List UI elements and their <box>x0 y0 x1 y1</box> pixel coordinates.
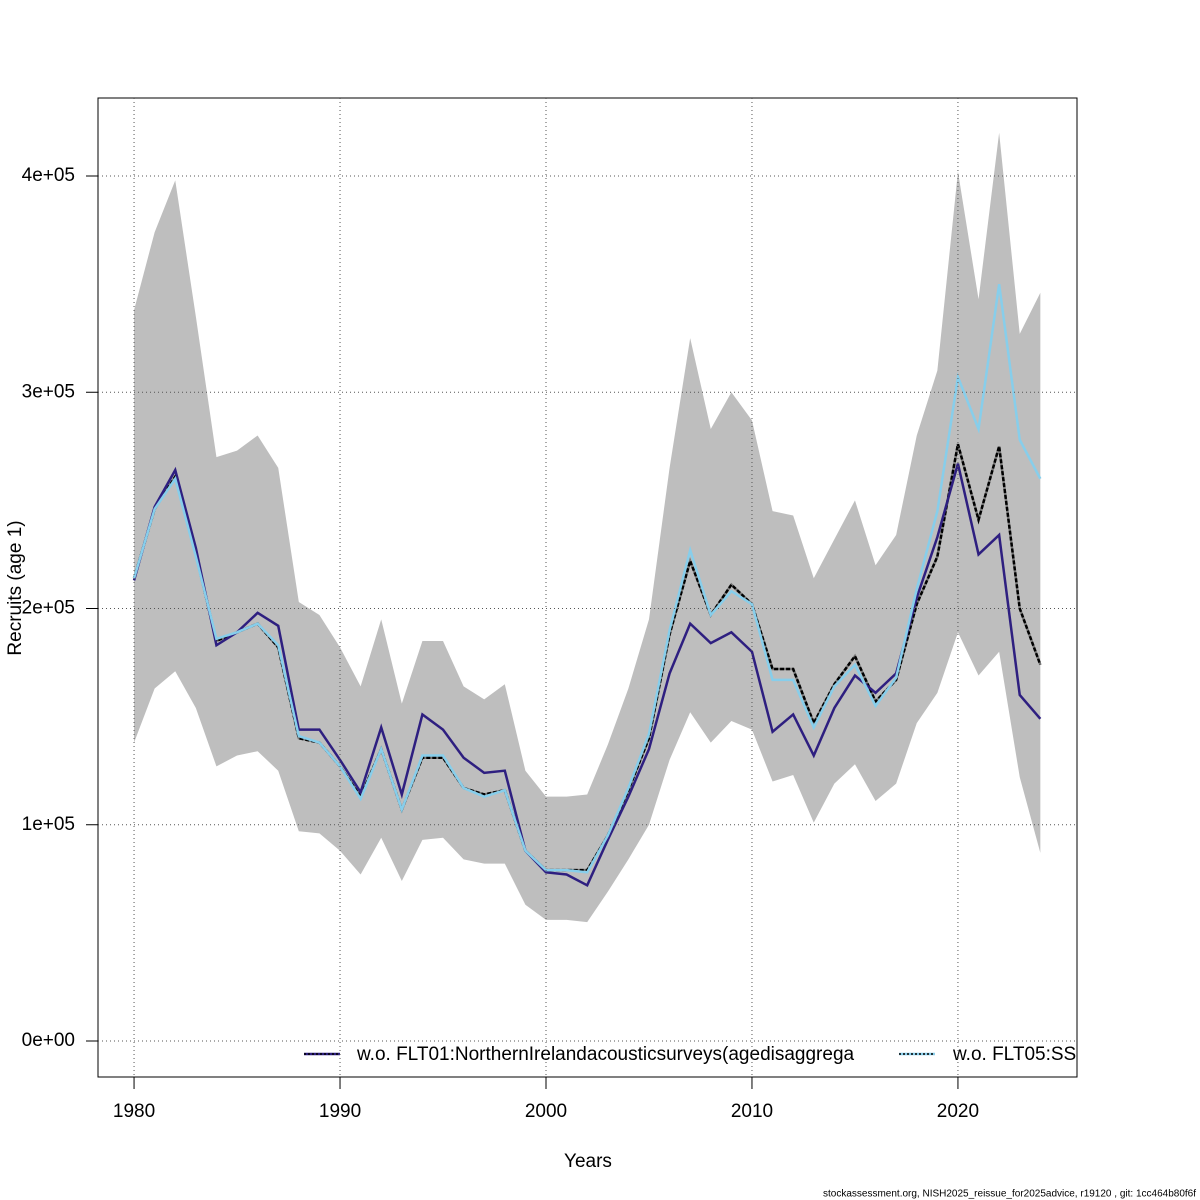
y-tick-label: 0e+00 <box>22 1030 75 1051</box>
y-tick-label: 1e+05 <box>22 814 75 835</box>
y-tick-label: 3e+05 <box>22 381 75 402</box>
y-tick-label: 2e+05 <box>22 598 75 619</box>
y-axis-label: Recruits (age 1) <box>5 520 26 655</box>
x-tick-label: 1990 <box>319 1101 361 1122</box>
x-tick-label: 2020 <box>937 1101 979 1122</box>
legend-label: w.o. FLT05:SS <box>952 1044 1076 1065</box>
legend-label: w.o. FLT01:NorthernIrelandacousticsurvey… <box>356 1044 855 1065</box>
x-tick-label: 1980 <box>113 1101 155 1122</box>
series-line <box>132 283 1042 874</box>
x-axis-label: Years <box>564 1151 612 1172</box>
confidence-band <box>134 132 1041 923</box>
plot-frame <box>97 97 1078 1078</box>
y-tick-label: 4e+05 <box>22 165 75 186</box>
x-tick-label: 2010 <box>731 1101 773 1122</box>
footer: stockassessment.org, NISH2025_reissue_fo… <box>823 1189 1196 1200</box>
x-tick-label: 2000 <box>525 1101 567 1122</box>
series-line <box>132 463 1042 888</box>
